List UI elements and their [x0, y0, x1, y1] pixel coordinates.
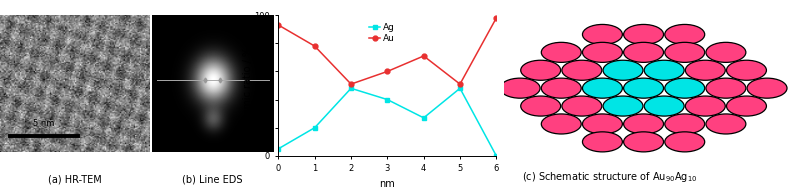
- Ellipse shape: [624, 78, 663, 98]
- Ellipse shape: [541, 42, 581, 62]
- Ellipse shape: [583, 114, 622, 134]
- X-axis label: nm: nm: [379, 179, 395, 189]
- Ellipse shape: [521, 96, 561, 116]
- Ellipse shape: [562, 96, 602, 116]
- Ellipse shape: [685, 96, 725, 116]
- Text: (a) HR-TEM: (a) HR-TEM: [48, 174, 102, 184]
- Ellipse shape: [624, 114, 663, 134]
- Ellipse shape: [583, 42, 622, 62]
- Text: (b) Line EDS: (b) Line EDS: [182, 174, 242, 184]
- Ellipse shape: [583, 78, 622, 98]
- Legend: Ag, Au: Ag, Au: [366, 20, 399, 47]
- Ellipse shape: [726, 60, 767, 80]
- Ellipse shape: [541, 114, 581, 134]
- Ellipse shape: [521, 60, 561, 80]
- Ellipse shape: [624, 42, 663, 62]
- Ellipse shape: [747, 78, 787, 98]
- Ellipse shape: [603, 60, 643, 80]
- Ellipse shape: [665, 78, 705, 98]
- Ellipse shape: [644, 96, 684, 116]
- Ellipse shape: [583, 25, 622, 44]
- Ellipse shape: [500, 78, 540, 98]
- Ellipse shape: [541, 78, 581, 98]
- Ellipse shape: [706, 42, 746, 62]
- Ellipse shape: [644, 60, 684, 80]
- Text: 5 nm: 5 nm: [33, 119, 55, 128]
- Ellipse shape: [665, 132, 705, 152]
- Ellipse shape: [562, 60, 602, 80]
- Ellipse shape: [624, 25, 663, 44]
- Ellipse shape: [624, 132, 663, 152]
- Ellipse shape: [583, 132, 622, 152]
- Ellipse shape: [665, 114, 705, 134]
- Ellipse shape: [603, 96, 643, 116]
- Ellipse shape: [706, 78, 746, 98]
- Y-axis label: Atomic ratio / %: Atomic ratio / %: [243, 46, 253, 125]
- Ellipse shape: [685, 60, 725, 80]
- Text: (c) Schematic structure of Au$_{90}$Ag$_{10}$: (c) Schematic structure of Au$_{90}$Ag$_…: [521, 170, 697, 184]
- Ellipse shape: [665, 42, 705, 62]
- Ellipse shape: [706, 114, 746, 134]
- Ellipse shape: [726, 96, 767, 116]
- Ellipse shape: [665, 25, 705, 44]
